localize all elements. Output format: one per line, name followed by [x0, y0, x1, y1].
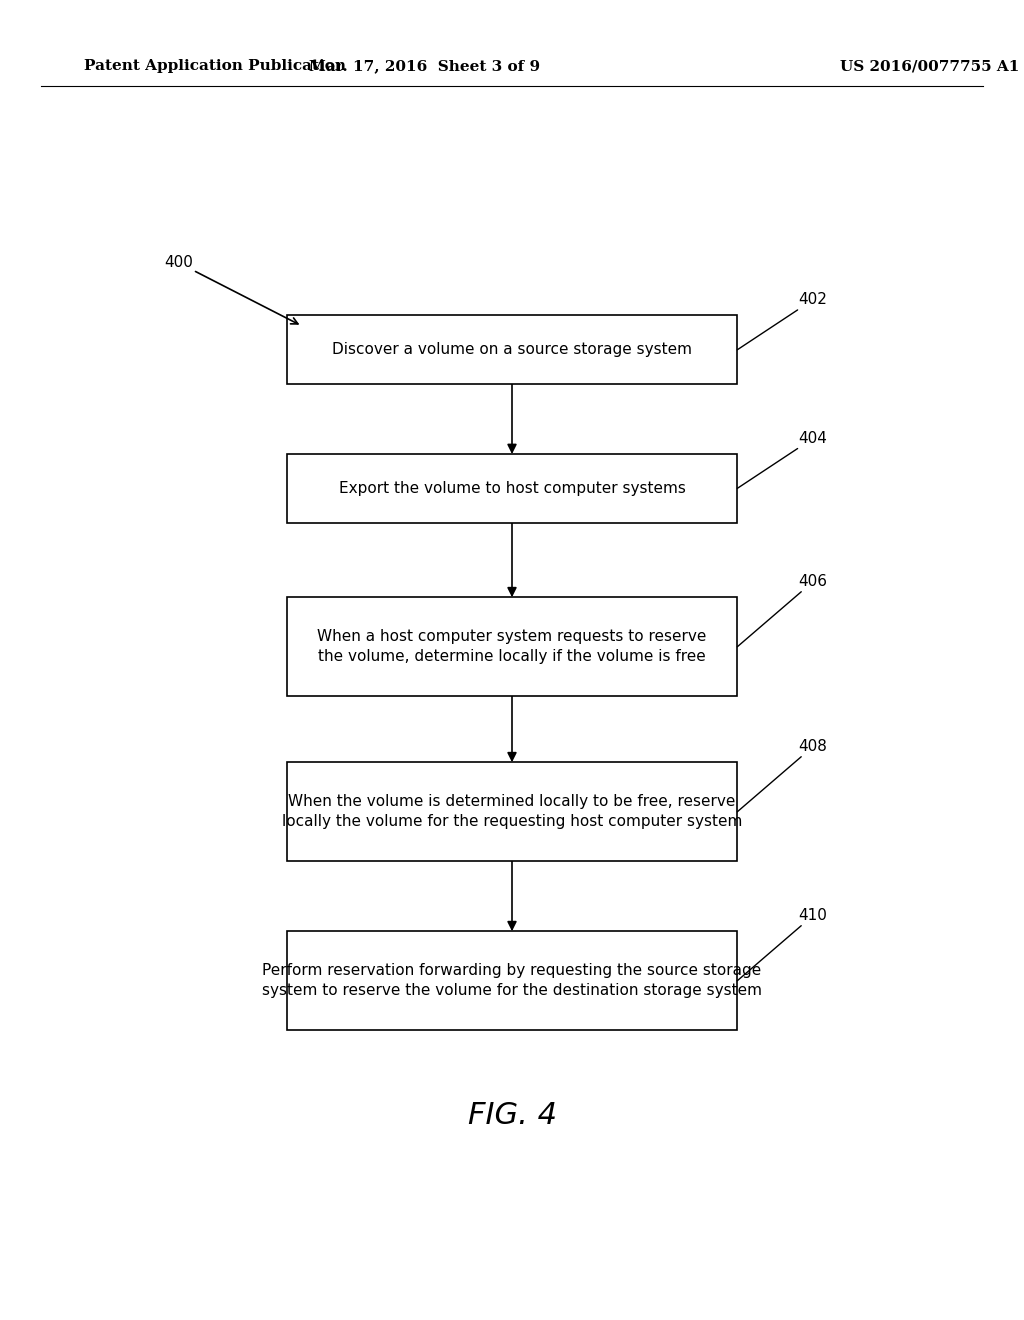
Text: 408: 408 [737, 739, 827, 812]
Text: Discover a volume on a source storage system: Discover a volume on a source storage sy… [332, 342, 692, 358]
Text: FIG. 4: FIG. 4 [468, 1101, 556, 1130]
FancyBboxPatch shape [287, 597, 737, 697]
Text: When a host computer system requests to reserve
the volume, determine locally if: When a host computer system requests to … [317, 630, 707, 664]
FancyBboxPatch shape [287, 454, 737, 523]
Text: Patent Application Publication: Patent Application Publication [84, 59, 346, 74]
Text: Export the volume to host computer systems: Export the volume to host computer syste… [339, 480, 685, 496]
Text: Perform reservation forwarding by requesting the source storage
system to reserv: Perform reservation forwarding by reques… [262, 964, 762, 998]
Text: 400: 400 [164, 255, 298, 323]
Text: 402: 402 [737, 292, 827, 350]
FancyBboxPatch shape [287, 932, 737, 1030]
Text: 404: 404 [737, 430, 827, 488]
Text: 410: 410 [737, 908, 827, 981]
FancyBboxPatch shape [287, 762, 737, 861]
FancyBboxPatch shape [287, 315, 737, 384]
Text: When the volume is determined locally to be free, reserve
locally the volume for: When the volume is determined locally to… [282, 795, 742, 829]
Text: US 2016/0077755 A1: US 2016/0077755 A1 [840, 59, 1019, 74]
Text: Mar. 17, 2016  Sheet 3 of 9: Mar. 17, 2016 Sheet 3 of 9 [309, 59, 541, 74]
Text: 406: 406 [737, 574, 827, 647]
